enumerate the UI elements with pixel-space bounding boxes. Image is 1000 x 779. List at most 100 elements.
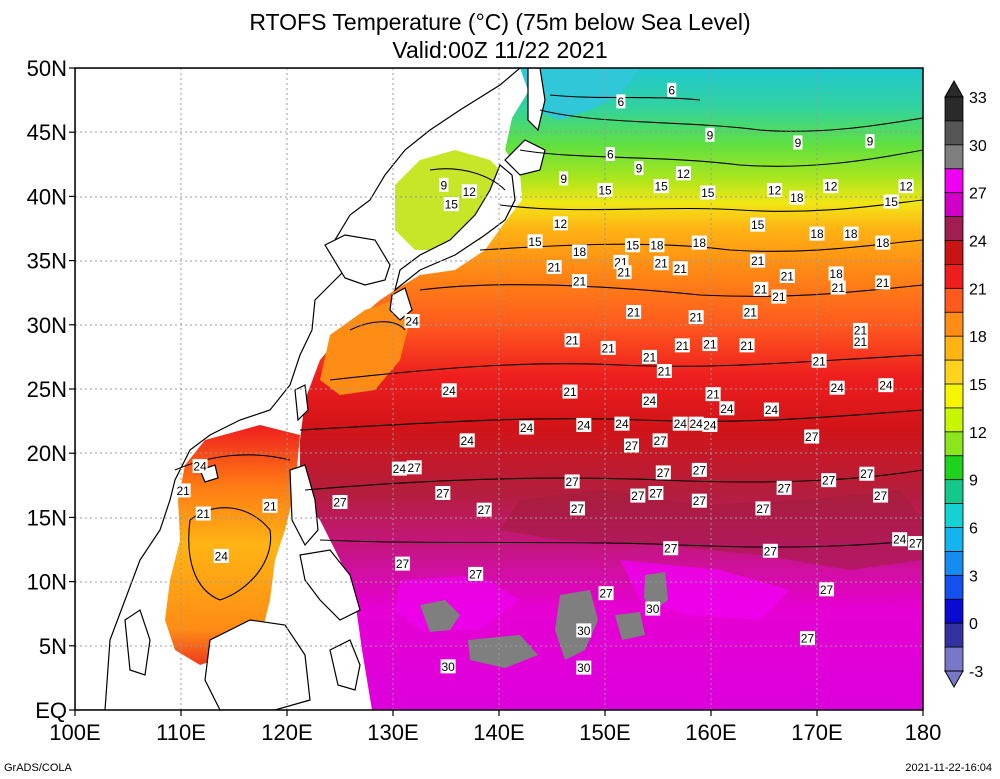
contour-label: 24 bbox=[689, 417, 703, 431]
east-china-sea-field bbox=[320, 300, 410, 395]
contour-label-bg bbox=[804, 429, 820, 444]
contour-label: 27 bbox=[469, 567, 483, 581]
contour-label: 12 bbox=[899, 180, 913, 194]
okhotsk-field bbox=[520, 68, 640, 120]
colorbar-label: 24 bbox=[969, 234, 987, 251]
hot-patch-4 bbox=[468, 635, 538, 668]
contour-label-bg bbox=[789, 190, 805, 205]
contour-label-bg bbox=[626, 304, 642, 319]
contour-label: 24 bbox=[405, 314, 419, 328]
lat-tick-label: 35N bbox=[27, 249, 67, 274]
contour-label: 27 bbox=[693, 463, 707, 477]
hot-patch-1 bbox=[420, 600, 460, 632]
contour-label-bg bbox=[435, 486, 451, 501]
contour-label-bg bbox=[597, 182, 613, 197]
contour-label: 9 bbox=[795, 136, 802, 150]
contour-label: 15 bbox=[528, 235, 542, 249]
contour-label: 12 bbox=[677, 167, 691, 181]
contour-label: 27 bbox=[756, 502, 770, 516]
contour-label: 21 bbox=[176, 484, 190, 498]
latitude-axis: 50N 45N 40N 35N 30N 25N 20N 15N 10N 5N EQ bbox=[27, 56, 75, 723]
colorbar-swatch bbox=[944, 479, 964, 505]
contour-label-bg bbox=[195, 506, 211, 521]
contour-label: 21 bbox=[772, 290, 786, 304]
contour-label: 21 bbox=[703, 338, 717, 352]
colorbar-label: 15 bbox=[969, 377, 987, 394]
lat-tick-label: EQ bbox=[35, 698, 67, 723]
contour-label-bg bbox=[461, 184, 477, 199]
contour-label: 21 bbox=[754, 282, 768, 296]
colorbar-label: 9 bbox=[969, 473, 978, 490]
contour-label-bg bbox=[600, 340, 616, 355]
contour-label: 9 bbox=[636, 162, 643, 176]
contour-label-bg bbox=[873, 488, 889, 503]
lon-tick-label: 170E bbox=[791, 720, 842, 745]
contour-label: 27 bbox=[664, 542, 678, 556]
colorbar-swatch bbox=[944, 455, 964, 481]
contour-label: 18 bbox=[829, 267, 843, 281]
contour-label: 27 bbox=[565, 475, 579, 489]
contour-label-bg bbox=[742, 304, 758, 319]
contour-label: 27 bbox=[860, 467, 874, 481]
contour-label-bg bbox=[406, 460, 422, 475]
contour-label: 18 bbox=[844, 227, 858, 241]
contour-label-bg bbox=[404, 313, 420, 328]
contour-label: 27 bbox=[801, 632, 815, 646]
colorbar-label: 27 bbox=[969, 186, 987, 203]
contour-label: 21 bbox=[751, 254, 765, 268]
colorbar-swatch bbox=[944, 383, 964, 409]
contour-label: 27 bbox=[805, 430, 819, 444]
contour-label: 21 bbox=[617, 266, 631, 280]
contour-label-bg bbox=[753, 281, 769, 296]
colorbar-swatch bbox=[944, 359, 964, 385]
lon-tick-label: 150E bbox=[579, 720, 630, 745]
contour-label-bg bbox=[667, 82, 677, 97]
contour-label-bg bbox=[634, 161, 644, 176]
contour-label-bg bbox=[898, 179, 914, 194]
contour-label: 27 bbox=[657, 466, 671, 480]
contour-label-bg bbox=[793, 135, 803, 150]
contour-label: 21 bbox=[547, 261, 561, 275]
contour-label-bg bbox=[750, 217, 766, 232]
contour-label: 27 bbox=[571, 502, 585, 516]
contour-label-bg bbox=[332, 494, 348, 509]
sulawesi-halmahera bbox=[329, 639, 361, 691]
contour-label-bg bbox=[439, 177, 449, 192]
contour-label: 6 bbox=[607, 148, 614, 162]
contour-label: 21 bbox=[674, 262, 688, 276]
contour-label: 21 bbox=[876, 276, 890, 290]
contour-label-bg bbox=[576, 417, 592, 432]
contour-label-bg bbox=[598, 586, 614, 601]
lon-tick-label: 180 bbox=[905, 720, 942, 745]
contour-label-bg bbox=[883, 194, 899, 209]
contour-label-bg bbox=[705, 387, 721, 402]
contour-label-bg bbox=[878, 378, 894, 393]
contour-label: 21 bbox=[832, 281, 846, 295]
contour-label: 6 bbox=[618, 95, 625, 109]
south-china-sea-field bbox=[165, 425, 300, 665]
colorbar-label: 18 bbox=[969, 329, 987, 346]
taiwan bbox=[294, 384, 309, 422]
colorbar-swatch bbox=[944, 407, 964, 433]
contour-label: 15 bbox=[885, 195, 899, 209]
contour-label: 21 bbox=[627, 305, 641, 319]
colorbar-top-arrow bbox=[944, 79, 964, 98]
lon-tick-label: 120E bbox=[261, 720, 312, 745]
contour-label-bg bbox=[468, 566, 484, 581]
contour-label: 15 bbox=[701, 186, 715, 200]
philippines-south bbox=[299, 549, 361, 621]
contour-label-bg bbox=[799, 631, 815, 646]
contour-label-bg bbox=[213, 548, 229, 563]
contour-label: 21 bbox=[658, 365, 672, 379]
contour-label-bg bbox=[519, 420, 535, 435]
contour-label: 6 bbox=[668, 83, 675, 97]
contour-label: 21 bbox=[706, 388, 720, 402]
contour-label: 27 bbox=[408, 461, 422, 475]
contour-label-bg bbox=[441, 383, 457, 398]
contour-label-bg bbox=[653, 179, 669, 194]
contour-label-bg bbox=[576, 623, 592, 638]
lon-tick-label: 130E bbox=[367, 720, 418, 745]
lat-tick-label: 50N bbox=[27, 56, 67, 81]
contour-label: 27 bbox=[625, 439, 639, 453]
